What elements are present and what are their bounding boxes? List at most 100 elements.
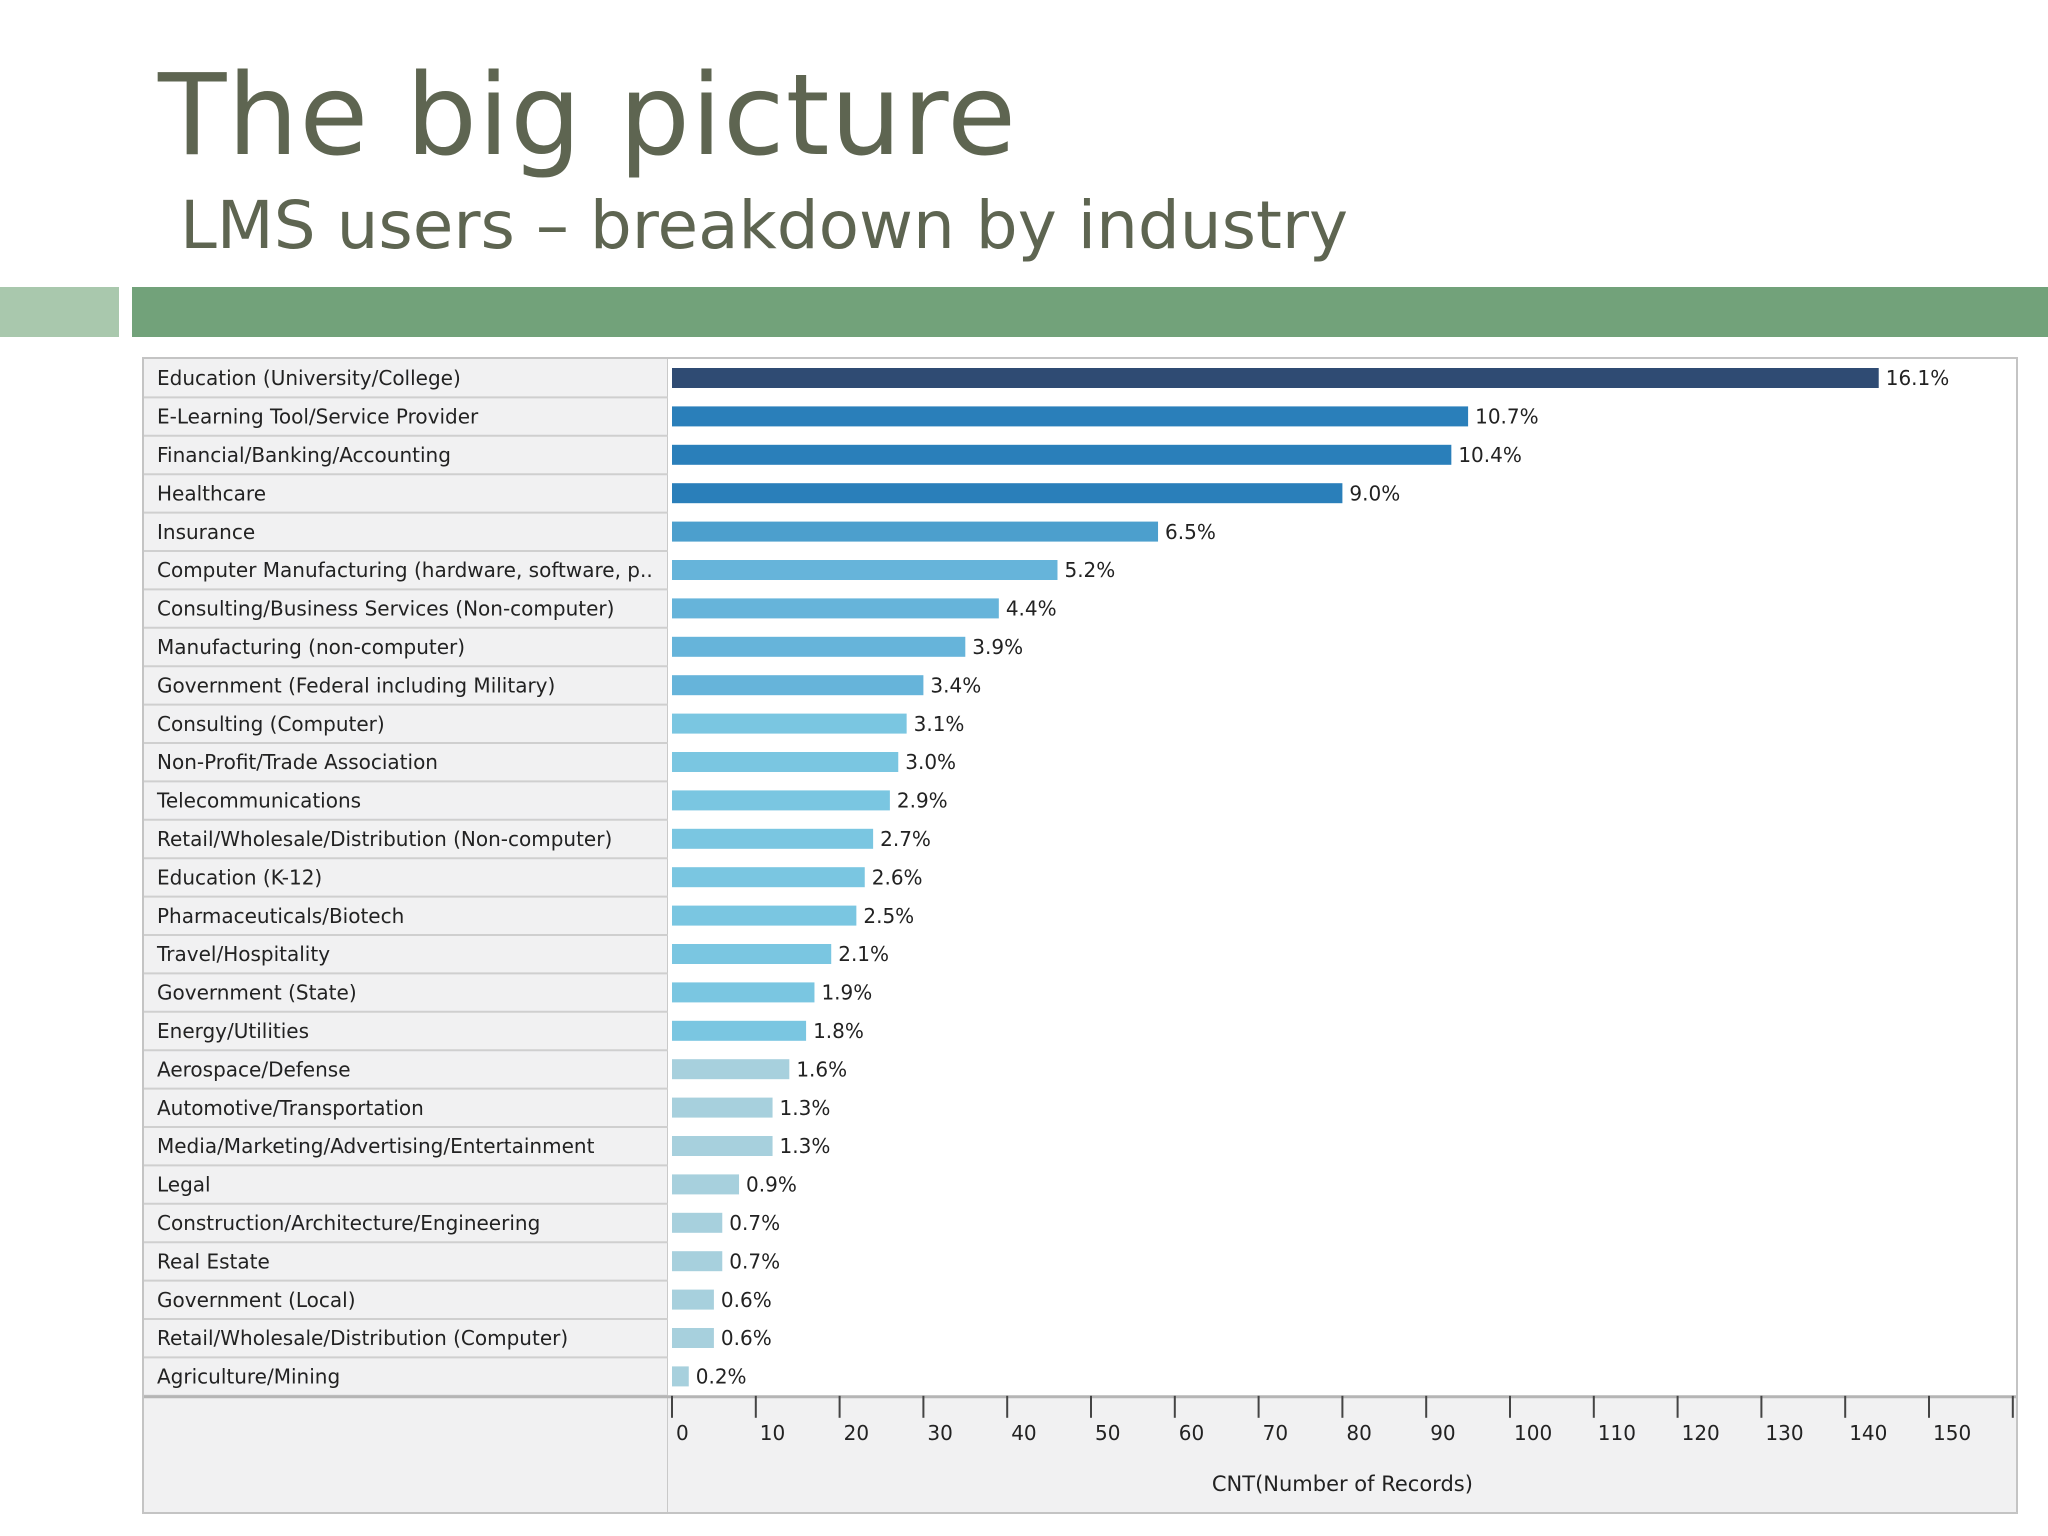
chart-frame: Education (University/College) E-Learning…: [142, 357, 2018, 1514]
data-label: 2.6%: [872, 865, 923, 889]
data-label: 1.6%: [796, 1057, 847, 1081]
category-label: Manufacturing (non-computer): [157, 635, 465, 659]
data-label: 2.1%: [838, 942, 889, 966]
data-label: 9.0%: [1349, 481, 1400, 505]
x-tick-label: 150: [1933, 1421, 1971, 1445]
x-tick-label: 120: [1682, 1421, 1720, 1445]
category-label: Real Estate: [157, 1249, 270, 1273]
data-label: 0.2%: [696, 1365, 747, 1389]
category-label: Telecommunications: [156, 789, 361, 813]
category-label: Travel/Hospitality: [156, 942, 330, 966]
bar: [672, 982, 815, 1003]
plot-background: [668, 359, 2016, 1396]
category-label: Government (Local): [157, 1288, 356, 1312]
category-label: Legal: [157, 1173, 211, 1197]
data-label: 3.0%: [905, 750, 956, 774]
bar: [672, 1020, 807, 1041]
data-label: 10.4%: [1458, 443, 1522, 467]
category-label: Retail/Wholesale/Distribution (Computer): [157, 1326, 568, 1350]
bar: [672, 1212, 723, 1233]
category-label: Healthcare: [157, 481, 266, 505]
bar: [672, 560, 1058, 580]
bar: [672, 1251, 723, 1272]
bar: [672, 1289, 714, 1310]
category-label: Education (University/College): [157, 366, 461, 390]
bar: [672, 1136, 773, 1156]
data-labels-group: 16.1% 10.7% 10.4% 9.0% 6.5% 5.2% 4.4% 3.9% 3.4% 3…: [696, 366, 1950, 1388]
bar: [672, 867, 865, 888]
bar: [672, 1328, 714, 1348]
data-label: 2.7%: [880, 827, 931, 851]
data-label: 3.9%: [972, 635, 1023, 659]
category-label: Aerospace/Defense: [157, 1057, 351, 1081]
data-label: 3.1%: [914, 712, 965, 736]
bar: [672, 444, 1452, 465]
bar: [672, 713, 907, 734]
x-tick-label: 40: [1011, 1421, 1036, 1445]
category-label: E-Learning Tool/Service Provider: [157, 405, 479, 429]
x-tick-label: 60: [1179, 1421, 1204, 1445]
x-tick-label: 10: [760, 1421, 785, 1445]
category-label: Non-Profit/Trade Association: [157, 750, 438, 774]
accent-bar-main: [132, 287, 2048, 337]
bar: [672, 1174, 740, 1195]
data-label: 5.2%: [1064, 558, 1115, 582]
x-tick-label: 50: [1095, 1421, 1120, 1445]
data-label: 16.1%: [1886, 366, 1950, 390]
bar: [672, 521, 1159, 542]
slide-title: The big picture: [158, 51, 1017, 181]
data-label: 1.3%: [780, 1134, 831, 1158]
bar: [672, 905, 857, 926]
bar: [672, 483, 1343, 504]
category-label: Government (Federal including Military): [157, 673, 555, 697]
data-label: 1.8%: [813, 1019, 864, 1043]
bar: [672, 406, 1469, 427]
category-label: Agriculture/Mining: [157, 1365, 340, 1389]
data-label: 0.9%: [746, 1173, 797, 1197]
category-label: Pharmaceuticals/Biotech: [157, 904, 404, 928]
bar: [672, 636, 966, 657]
bar: [672, 944, 832, 964]
category-label: Computer Manufacturing (hardware, softwa…: [157, 558, 653, 582]
bar-chart: Education (University/College) E-Learning…: [144, 359, 2016, 1512]
bars-group: [672, 368, 1879, 1387]
x-axis-title: CNT(Number of Records): [1212, 1472, 1473, 1496]
data-label: 2.9%: [897, 789, 948, 813]
category-label: Education (K-12): [157, 865, 322, 889]
data-label: 3.4%: [930, 673, 981, 697]
x-tick-label: 80: [1346, 1421, 1371, 1445]
plot-area: [668, 359, 2016, 1396]
data-label: 2.5%: [863, 904, 914, 928]
category-label: Construction/Architecture/Engineering: [157, 1211, 540, 1235]
category-label: Automotive/Transportation: [157, 1096, 424, 1120]
bar: [672, 828, 874, 849]
bar: [672, 1097, 773, 1118]
x-tick-label: 30: [927, 1421, 952, 1445]
category-label: Retail/Wholesale/Distribution (Non-compu…: [157, 827, 612, 851]
slide-subtitle: LMS users – breakdown by industry: [180, 187, 1349, 264]
accent-bar-left: [0, 287, 119, 337]
data-label: 0.6%: [721, 1326, 772, 1350]
data-label: 0.7%: [729, 1249, 780, 1273]
data-label: 1.9%: [821, 981, 872, 1005]
data-label: 10.7%: [1475, 405, 1539, 429]
bar: [672, 368, 1879, 388]
x-tick-label: 140: [1849, 1421, 1887, 1445]
data-label: 4.4%: [1006, 597, 1057, 621]
x-tick-label: 90: [1430, 1421, 1455, 1445]
x-tick-label: 0: [676, 1421, 689, 1445]
bar: [672, 1366, 689, 1387]
bar: [672, 1059, 790, 1080]
data-label: 1.3%: [780, 1096, 831, 1120]
bar: [672, 752, 899, 772]
category-label: Consulting (Computer): [157, 712, 385, 736]
category-label: Government (State): [157, 981, 357, 1005]
category-label-panel: Education (University/College) E-Learning…: [144, 359, 669, 1512]
x-tick-label: 20: [844, 1421, 869, 1445]
data-label: 0.7%: [729, 1211, 780, 1235]
category-label: Energy/Utilities: [157, 1019, 309, 1043]
category-label: Financial/Banking/Accounting: [157, 443, 451, 467]
x-axis: 0102030405060708090100110120130140150160…: [144, 1395, 2016, 1512]
x-tick-label: 110: [1598, 1421, 1636, 1445]
category-label: Media/Marketing/Advertising/Entertainmen…: [157, 1134, 595, 1158]
